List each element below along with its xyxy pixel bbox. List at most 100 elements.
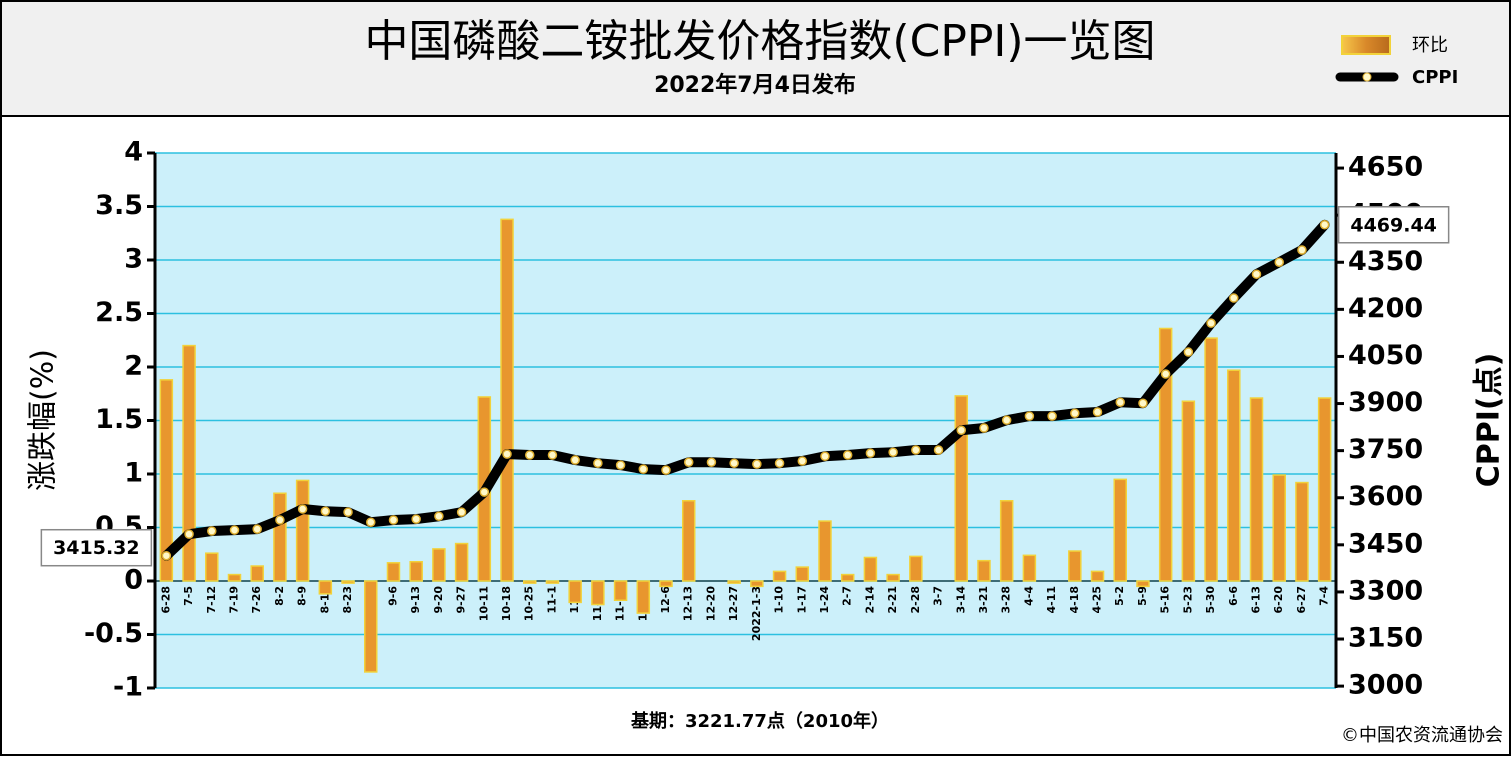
y2-tick-label: 3000 [1348, 670, 1423, 701]
bar [681, 500, 696, 582]
y-axis-title: 涨跌幅(%) [26, 349, 61, 491]
bar [886, 573, 900, 582]
point [184, 529, 194, 539]
x-tick-label: 9-13 [409, 586, 422, 614]
y2-tick-label: 4350 [1348, 246, 1423, 277]
y-tick-label: 0 [124, 565, 143, 596]
x-tick-label: 7-5 [182, 586, 195, 606]
point [911, 445, 921, 455]
point [774, 458, 785, 468]
y2-tick-label: 4200 [1348, 293, 1423, 324]
point [933, 445, 944, 455]
x-tick-label: 2022-1-3 [750, 586, 763, 641]
x-tick-label: 4-4 [1022, 586, 1035, 606]
bar [999, 500, 1014, 582]
x-tick-label: 11-1 [545, 586, 558, 614]
x-tick-label: 8-2 [273, 586, 286, 606]
bar [454, 542, 469, 582]
point [1183, 347, 1194, 357]
point [456, 507, 467, 517]
x-tick-label: 5-9 [1136, 586, 1149, 606]
x-tick-label: 5-16 [1159, 586, 1172, 614]
x-tick-label: 10-18 [500, 586, 513, 621]
bar [1090, 570, 1105, 582]
value-label-box [1337, 206, 1450, 244]
x-tick-label: 1-17 [795, 586, 808, 614]
point [1206, 318, 1216, 328]
point [229, 525, 240, 535]
y-tick-label: 2 [124, 351, 143, 382]
x-tick-label: 1-24 [818, 586, 831, 614]
y2-axis-title: CPPI(点) [1472, 353, 1507, 488]
point [888, 447, 898, 457]
bar [227, 573, 242, 582]
x-tick-label: 6-27 [1295, 586, 1308, 614]
bar [636, 580, 651, 614]
bar [1295, 481, 1309, 582]
legend-label: 环比 [1412, 35, 1448, 56]
y-tick-label: -0.5 [84, 618, 143, 649]
point [1047, 411, 1057, 421]
bar [727, 580, 741, 584]
point [956, 425, 967, 435]
bar [1204, 337, 1218, 582]
point [797, 456, 808, 466]
x-tick-label: 3-28 [1000, 586, 1013, 614]
point [388, 515, 399, 525]
x-tick-label: 10-11 [477, 586, 490, 621]
x-tick-label: 12-6 [659, 586, 672, 614]
point [1092, 407, 1103, 417]
x-tick-label: 5-2 [1113, 586, 1126, 606]
x-tick-label: 6-20 [1272, 586, 1285, 614]
point [842, 450, 853, 460]
bar [545, 580, 560, 584]
x-tick-label: 2-28 [909, 586, 922, 614]
x-tick-label: 6-6 [1227, 586, 1240, 606]
point [1251, 269, 1262, 279]
point [434, 511, 444, 522]
x-tick-label: 9-20 [432, 586, 445, 614]
y-tick-label: -1 [113, 672, 143, 703]
bar [1181, 400, 1196, 582]
point [1070, 408, 1080, 419]
bar [205, 552, 219, 582]
y2-tick-label: 3750 [1348, 434, 1423, 465]
bar [772, 570, 787, 582]
bar [409, 560, 423, 582]
bar [863, 556, 878, 582]
point [275, 515, 285, 525]
x-tick-label: 4-18 [1068, 586, 1081, 614]
point [638, 464, 649, 474]
bar [341, 580, 355, 584]
point [1001, 415, 1012, 425]
bar [522, 580, 537, 584]
x-tick-label: 3-21 [977, 586, 990, 614]
bar [795, 566, 810, 582]
legend-swatch [1341, 35, 1391, 55]
bar [840, 573, 855, 582]
y-tick-label: 3 [124, 244, 143, 275]
bar [364, 580, 378, 673]
y-tick-label: 1.5 [95, 404, 143, 435]
value-label: 4469.44 [1350, 214, 1437, 236]
bar [386, 562, 401, 582]
bar [1113, 478, 1127, 582]
x-tick-label: 6-28 [159, 586, 172, 614]
point [752, 459, 762, 469]
point [820, 451, 830, 462]
bar [613, 580, 628, 602]
bar [1249, 397, 1264, 582]
point [979, 423, 989, 433]
x-tick-label: 12-13 [682, 586, 695, 621]
y2-tick-label: 4050 [1348, 340, 1423, 371]
x-tick-label: 7-12 [205, 586, 218, 614]
y2-tick-label: 4650 [1348, 152, 1423, 183]
point [320, 506, 331, 516]
x-tick-label: 4-25 [1091, 586, 1104, 614]
x-tick-label: 9-27 [455, 586, 468, 614]
y-tick-label: 3.5 [95, 190, 143, 221]
point [547, 450, 558, 460]
x-tick-label: 12-20 [704, 586, 717, 622]
bar [159, 379, 174, 582]
